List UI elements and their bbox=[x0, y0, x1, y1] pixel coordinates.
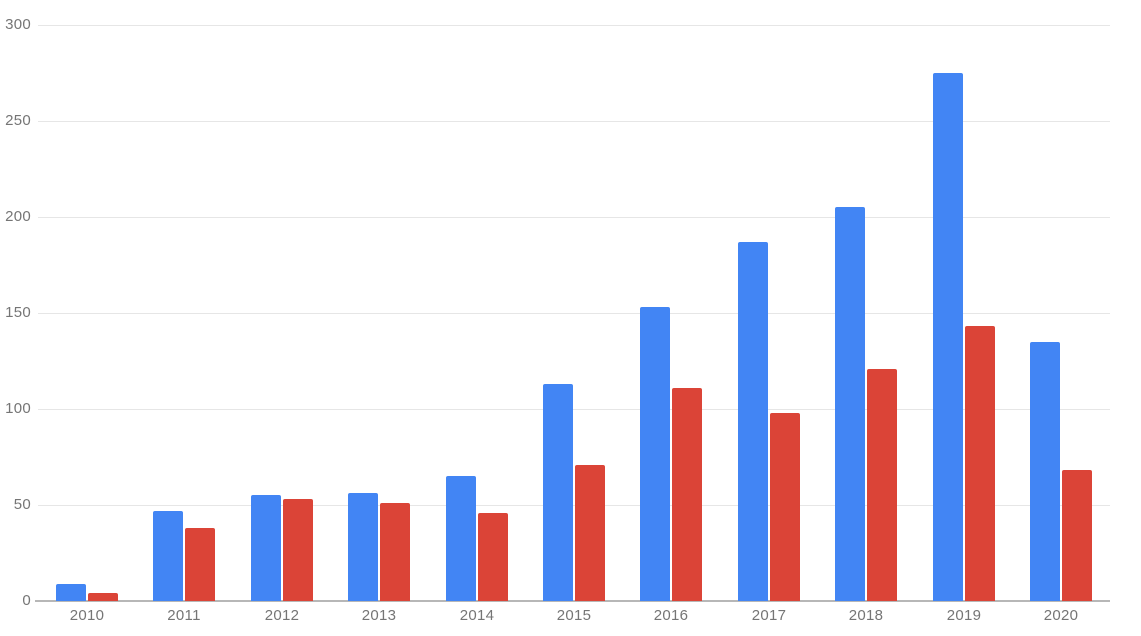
bar-2018-blue-series[interactable] bbox=[835, 207, 865, 601]
bar-2012-blue-series[interactable] bbox=[251, 495, 281, 601]
gridline-100 bbox=[38, 409, 1110, 410]
x-axis-label-2015: 2015 bbox=[556, 607, 592, 624]
bar-2017-red-series[interactable] bbox=[770, 413, 800, 601]
bar-2018-red-series[interactable] bbox=[867, 369, 897, 601]
bar-2010-red-series[interactable] bbox=[88, 593, 118, 601]
bar-2010-blue-series[interactable] bbox=[56, 584, 86, 601]
bar-2019-blue-series[interactable] bbox=[933, 73, 963, 601]
y-axis-tick-label-200: 200 bbox=[5, 208, 31, 225]
y-axis-tick-label-250: 250 bbox=[5, 112, 31, 129]
bar-2011-red-series[interactable] bbox=[185, 528, 215, 601]
x-axis-baseline bbox=[35, 600, 1110, 602]
bar-2015-blue-series[interactable] bbox=[543, 384, 573, 601]
x-axis-label-2020: 2020 bbox=[1043, 607, 1079, 624]
x-axis-label-2016: 2016 bbox=[653, 607, 689, 624]
bar-2016-blue-series[interactable] bbox=[640, 307, 670, 601]
bar-2020-blue-series[interactable] bbox=[1030, 342, 1060, 601]
x-axis-label-2013: 2013 bbox=[361, 607, 397, 624]
bar-2011-blue-series[interactable] bbox=[153, 511, 183, 601]
bar-2014-red-series[interactable] bbox=[478, 513, 508, 601]
bar-2015-red-series[interactable] bbox=[575, 465, 605, 601]
y-axis-tick-label-300: 300 bbox=[5, 16, 31, 33]
bar-2012-red-series[interactable] bbox=[283, 499, 313, 601]
x-axis-label-2017: 2017 bbox=[751, 607, 787, 624]
bar-2016-red-series[interactable] bbox=[672, 388, 702, 601]
x-axis-label-2018: 2018 bbox=[848, 607, 884, 624]
y-axis-tick-label-150: 150 bbox=[5, 304, 31, 321]
gridline-150 bbox=[38, 313, 1110, 314]
y-axis-tick-label-0: 0 bbox=[22, 592, 31, 609]
x-axis-label-2010: 2010 bbox=[69, 607, 105, 624]
y-axis-tick-label-50: 50 bbox=[13, 496, 31, 513]
gridline-250 bbox=[38, 121, 1110, 122]
gridline-200 bbox=[38, 217, 1110, 218]
x-axis-label-2019: 2019 bbox=[946, 607, 982, 624]
bar-2013-blue-series[interactable] bbox=[348, 493, 378, 601]
bar-2017-blue-series[interactable] bbox=[738, 242, 768, 601]
bar-2019-red-series[interactable] bbox=[965, 326, 995, 601]
bar-2014-blue-series[interactable] bbox=[446, 476, 476, 601]
y-axis-tick-label-100: 100 bbox=[5, 400, 31, 417]
x-axis-label-2011: 2011 bbox=[167, 607, 201, 624]
bar-2020-red-series[interactable] bbox=[1062, 470, 1092, 601]
gridline-50 bbox=[38, 505, 1110, 506]
gridline-300 bbox=[38, 25, 1110, 26]
x-axis-label-2014: 2014 bbox=[459, 607, 495, 624]
bar-2013-red-series[interactable] bbox=[380, 503, 410, 601]
x-axis-label-2012: 2012 bbox=[264, 607, 300, 624]
